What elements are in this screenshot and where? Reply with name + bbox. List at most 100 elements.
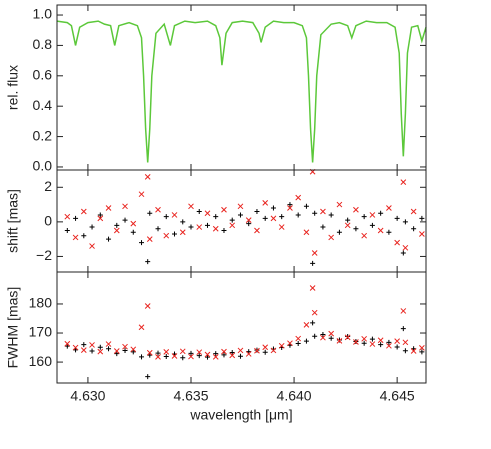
- point: [320, 331, 326, 337]
- point: [213, 214, 219, 220]
- point: [303, 322, 310, 328]
- panel-frame: [56, 169, 427, 273]
- point: [345, 217, 351, 223]
- y-tick-label: 0.2: [33, 127, 53, 143]
- point: [386, 339, 392, 345]
- point: [146, 349, 153, 356]
- point: [419, 231, 425, 237]
- point: [262, 199, 269, 206]
- point: [312, 333, 318, 339]
- point: [336, 337, 342, 343]
- point: [144, 303, 151, 309]
- y-tick-label: 170: [29, 324, 53, 340]
- point: [402, 219, 408, 225]
- point: [147, 210, 153, 216]
- point: [188, 353, 194, 360]
- point: [270, 215, 277, 222]
- point: [270, 205, 276, 211]
- point: [113, 348, 120, 354]
- point: [411, 226, 417, 232]
- point: [139, 354, 145, 360]
- point: [72, 234, 79, 241]
- y-axis-label: FWHM [mas]: [5, 287, 21, 369]
- point: [179, 348, 186, 355]
- point: [72, 344, 79, 351]
- y-axis-label: shift [mas]: [5, 189, 21, 253]
- point: [246, 221, 252, 227]
- y-tick-label: 0: [44, 213, 52, 229]
- point: [295, 335, 302, 342]
- point: [369, 222, 375, 228]
- point: [287, 202, 293, 208]
- point: [229, 349, 235, 355]
- point: [344, 334, 351, 341]
- point: [155, 206, 161, 213]
- point: [138, 324, 145, 331]
- point: [361, 232, 368, 239]
- point: [114, 222, 120, 228]
- point: [64, 340, 71, 347]
- point: [130, 346, 137, 353]
- point: [303, 338, 309, 344]
- point: [89, 348, 95, 354]
- y-tick-label: 2: [44, 178, 52, 194]
- point: [122, 203, 128, 210]
- point: [97, 212, 103, 218]
- point: [139, 240, 145, 246]
- point: [229, 222, 236, 229]
- point: [377, 227, 384, 234]
- point: [287, 205, 293, 211]
- point: [310, 320, 316, 326]
- point: [278, 224, 285, 230]
- point: [196, 353, 202, 359]
- point: [80, 208, 87, 215]
- point: [400, 326, 406, 332]
- point: [204, 354, 210, 360]
- point: [254, 347, 260, 354]
- point: [361, 214, 367, 220]
- point: [245, 217, 252, 223]
- point: [320, 224, 326, 230]
- point: [328, 330, 335, 337]
- point: [106, 236, 112, 242]
- point: [336, 229, 342, 235]
- point: [378, 342, 384, 348]
- point: [80, 347, 87, 354]
- point: [320, 208, 326, 215]
- point: [221, 348, 227, 355]
- point: [146, 236, 153, 243]
- point: [245, 351, 252, 357]
- point: [180, 355, 186, 361]
- point: [278, 342, 285, 349]
- x-tick-label: 4.635: [173, 388, 208, 404]
- point: [262, 344, 269, 351]
- panel-frame: [56, 4, 427, 171]
- point: [229, 217, 235, 223]
- point: [328, 234, 335, 241]
- y-tick-label: 180: [29, 295, 53, 311]
- point: [64, 228, 70, 234]
- point: [188, 350, 194, 356]
- point: [419, 344, 425, 351]
- point: [221, 206, 227, 213]
- point: [163, 214, 169, 220]
- y-axis-label: rel. flux: [5, 65, 21, 110]
- point: [145, 259, 151, 265]
- point: [400, 179, 407, 185]
- point: [237, 203, 244, 210]
- point: [196, 349, 203, 356]
- point: [196, 224, 203, 230]
- point: [155, 353, 161, 360]
- point: [229, 352, 236, 359]
- point: [130, 229, 136, 235]
- x-tick-label: 4.640: [277, 388, 312, 404]
- x-tick-label: 4.630: [70, 388, 105, 404]
- point: [155, 226, 161, 232]
- point: [237, 353, 243, 359]
- point: [394, 239, 400, 246]
- point: [73, 215, 79, 221]
- point: [130, 349, 136, 355]
- point: [163, 354, 169, 360]
- point: [122, 343, 128, 350]
